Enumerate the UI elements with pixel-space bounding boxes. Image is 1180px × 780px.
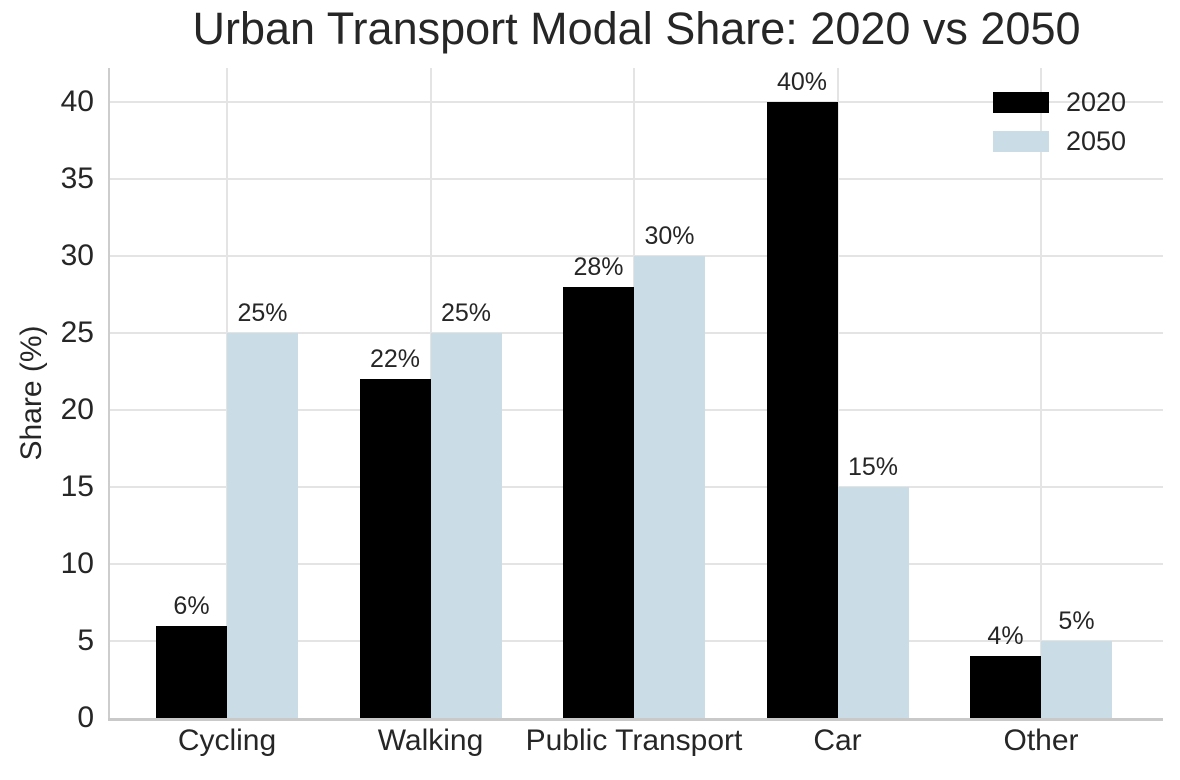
bar-2050-other [1041, 640, 1112, 718]
bar-value-label: 30% [644, 221, 695, 250]
plot-area: 0 5 10 15 20 25 30 35 40 6% 22% 28% 40% 4% 25% 25% 30% 15… [61, 67, 1163, 757]
bar-value-label: 25% [237, 298, 288, 327]
y-axis-spine [108, 68, 110, 721]
bar-2050-walking [430, 332, 502, 718]
bar-2020-walking [359, 379, 431, 718]
chart-title: Urban Transport Modal Share: 2020 vs 205… [192, 3, 1081, 54]
bar-2020-car [766, 101, 838, 718]
bar-value-label: 40% [776, 67, 828, 96]
y-tick-label: 20 [60, 392, 94, 426]
y-tick-label: 5 [77, 623, 94, 657]
bar-2050-public-transport [634, 255, 705, 718]
horizontal-gridline [110, 177, 1163, 180]
horizontal-gridline [110, 100, 1163, 103]
legend-item-2050: 2050 [993, 126, 1127, 156]
bar-value-label: 25% [440, 298, 492, 327]
bar-value-label: 4% [987, 622, 1024, 651]
bar-2020-public-transport [563, 286, 634, 718]
bar-2050-car [837, 486, 909, 718]
y-tick-label: 10 [60, 546, 94, 580]
vertical-gridline [836, 68, 839, 718]
legend-swatch-2050 [993, 130, 1049, 152]
bar-2020-cycling [156, 625, 227, 718]
y-tick-label: 25 [60, 315, 94, 349]
bar-value-label: 28% [573, 252, 624, 281]
x-tick-label: Walking [377, 724, 484, 757]
y-tick-label: 15 [60, 469, 94, 503]
x-axis-spine [108, 718, 1163, 721]
bar-2020-other [970, 656, 1041, 718]
y-tick-label: 30 [60, 238, 94, 272]
legend-label: 2020 [1066, 87, 1127, 117]
x-tick-label: Public Transport [525, 724, 743, 757]
y-tick-label: 40 [60, 84, 94, 118]
bar-value-label: 6% [173, 591, 210, 620]
x-tick-label: Other [1003, 724, 1079, 757]
x-tick-label: Cycling [177, 724, 277, 757]
y-tick-label: 35 [60, 161, 94, 195]
bar-value-label: 5% [1058, 606, 1095, 635]
legend-swatch-2020 [993, 91, 1049, 113]
y-tick-label: 0 [77, 701, 94, 734]
legend-label: 2050 [1066, 126, 1127, 156]
bar-value-label: 22% [369, 345, 421, 374]
legend-item-2020: 2020 [993, 87, 1127, 117]
bar-value-label: 15% [847, 452, 899, 481]
x-tick-label: Car [813, 724, 862, 757]
vertical-gridline [1040, 68, 1042, 718]
legend: 2020 2050 [993, 87, 1127, 156]
bar-2050-cycling [227, 332, 298, 718]
